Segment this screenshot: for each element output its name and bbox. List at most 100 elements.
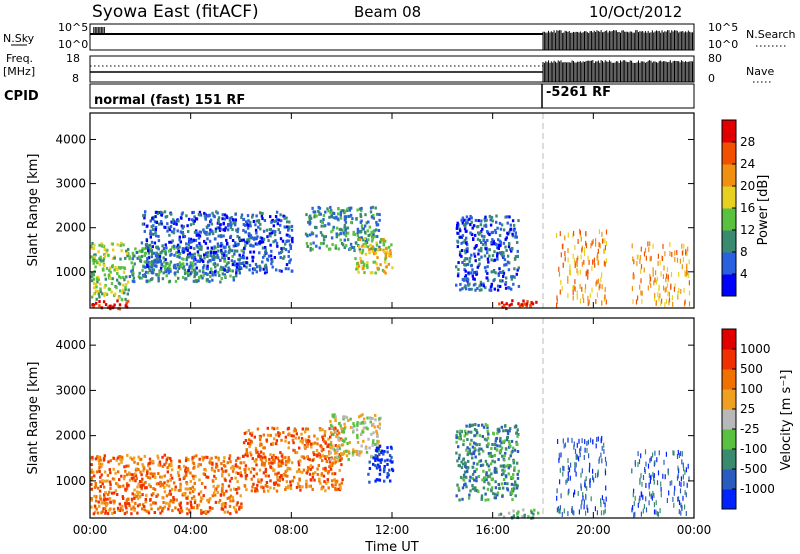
range-gate-cell xyxy=(329,440,333,444)
range-gate-cell xyxy=(288,243,292,247)
range-gate-cell xyxy=(386,472,389,475)
range-gate-cell xyxy=(584,284,587,290)
range-gate-cell xyxy=(306,233,309,237)
range-gate-cell xyxy=(298,446,301,450)
nsky-label: N.Sky xyxy=(3,32,35,45)
range-gate-cell xyxy=(507,466,511,470)
range-gate-cell xyxy=(351,426,354,429)
range-gate-cell xyxy=(262,446,265,450)
range-gate-cell xyxy=(476,237,480,241)
range-gate-cell xyxy=(138,480,142,483)
range-gate-cell xyxy=(126,292,129,296)
range-gate-cell xyxy=(478,288,482,292)
range-gate-cell xyxy=(661,255,663,261)
range-gate-cell xyxy=(511,219,515,223)
range-gate-cell xyxy=(187,254,191,258)
range-gate-cell xyxy=(390,460,393,464)
range-gate-cell xyxy=(312,442,315,446)
range-gate-cell xyxy=(466,219,469,222)
range-gate-cell xyxy=(464,249,467,253)
range-gate-cell xyxy=(323,480,326,484)
range-gate-cell xyxy=(487,481,490,485)
range-gate-cell xyxy=(683,466,685,472)
range-gate-cell xyxy=(182,464,186,468)
range-gate-cell xyxy=(294,451,297,455)
range-gate-cell xyxy=(265,228,269,232)
range-gate-cell xyxy=(209,258,212,262)
range-gate-cell xyxy=(176,264,180,268)
range-gate-cell xyxy=(295,432,298,436)
range-gate-cell xyxy=(376,266,379,270)
range-gate-cell xyxy=(562,438,564,444)
range-gate-cell xyxy=(138,503,141,507)
range-gate-cell xyxy=(142,483,145,487)
range-gate-cell xyxy=(259,236,262,240)
range-gate-cell xyxy=(322,238,326,242)
range-gate-cell xyxy=(461,486,465,490)
range-gate-cell xyxy=(126,252,129,255)
range-gate-cell xyxy=(198,269,201,273)
colorbar-swatch xyxy=(722,208,736,231)
range-gate-cell xyxy=(509,454,512,458)
range-gate-cell xyxy=(241,262,244,265)
range-gate-cell xyxy=(158,257,162,261)
range-gate-cell xyxy=(251,267,255,271)
range-gate-cell xyxy=(656,511,658,517)
range-gate-cell xyxy=(250,433,253,437)
range-gate-cell xyxy=(225,238,228,242)
range-gate-cell xyxy=(142,265,145,269)
range-gate-cell xyxy=(349,213,353,217)
range-gate-cell xyxy=(138,276,142,280)
range-gate-cell xyxy=(161,509,164,513)
range-gate-cell xyxy=(247,467,251,471)
range-gate-cell xyxy=(254,237,257,241)
range-gate-cell xyxy=(227,266,230,270)
range-gate-cell xyxy=(499,439,502,443)
range-gate-cell xyxy=(174,271,177,275)
range-gate-cell xyxy=(322,438,325,442)
range-gate-cell xyxy=(511,476,515,480)
range-gate-cell xyxy=(177,219,180,223)
range-gate-cell xyxy=(169,473,173,477)
range-gate-cell xyxy=(473,427,477,431)
range-gate-cell xyxy=(477,423,480,427)
range-gate-cell xyxy=(295,485,299,489)
range-gate-cell xyxy=(240,502,243,506)
range-gate-cell xyxy=(632,256,634,262)
range-gate-cell xyxy=(234,244,238,248)
range-gate-cell xyxy=(580,446,582,452)
range-gate-cell xyxy=(117,307,120,311)
range-gate-cell xyxy=(637,451,639,457)
range-gate-cell xyxy=(512,514,516,518)
range-gate-cell xyxy=(375,241,378,245)
range-gate-cell xyxy=(197,503,201,507)
range-gate-cell xyxy=(111,491,114,495)
range-gate-cell xyxy=(307,438,310,442)
range-gate-cell xyxy=(356,231,359,235)
range-gate-cell xyxy=(202,510,205,514)
range-gate-cell xyxy=(581,499,583,505)
range-gate-cell xyxy=(240,256,243,260)
range-gate-cell xyxy=(187,230,190,233)
range-gate-cell xyxy=(172,496,175,499)
range-gate-cell xyxy=(374,413,377,417)
range-gate-cell xyxy=(245,241,249,245)
range-gate-cell xyxy=(501,494,504,498)
range-gate-cell xyxy=(161,464,165,468)
range-gate-cell xyxy=(277,462,280,466)
range-gate-cell xyxy=(383,270,386,273)
range-gate-cell xyxy=(640,278,642,284)
range-gate-cell xyxy=(221,256,224,260)
range-gate-cell xyxy=(165,246,168,250)
range-gate-cell xyxy=(331,479,334,483)
range-gate-cell xyxy=(289,247,292,250)
range-gate-cell xyxy=(152,224,155,228)
range-gate-cell xyxy=(176,270,179,274)
range-gate-cell xyxy=(650,282,652,288)
range-gate-cell xyxy=(186,512,189,516)
range-gate-cell xyxy=(114,265,117,269)
range-gate-cell xyxy=(153,264,157,268)
range-gate-cell xyxy=(477,252,480,256)
range-gate-cell xyxy=(682,462,684,468)
range-gate-cell xyxy=(206,237,209,241)
